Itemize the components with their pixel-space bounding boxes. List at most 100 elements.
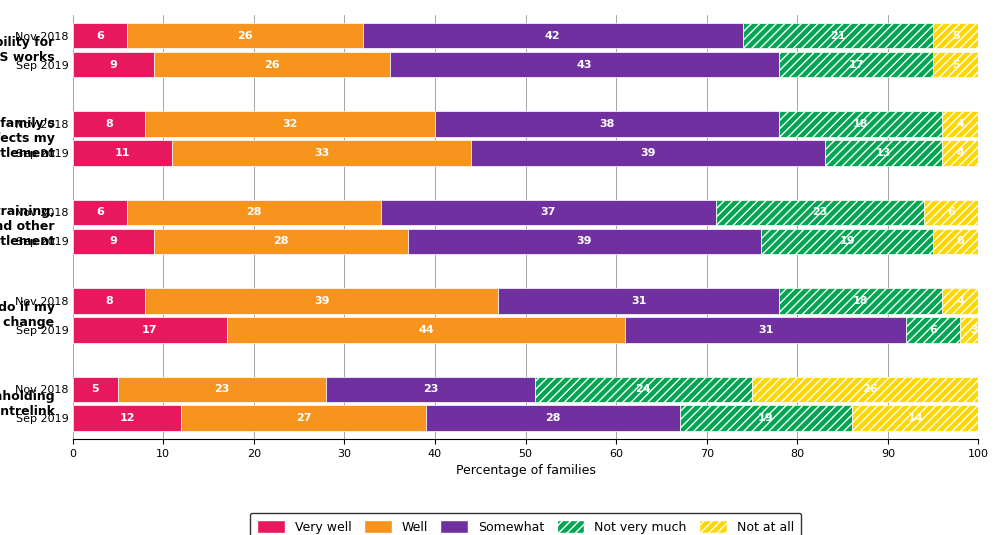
Bar	[127, 200, 380, 225]
Bar	[425, 406, 679, 431]
Bar	[778, 111, 942, 137]
Text: 39: 39	[314, 296, 329, 306]
Bar	[127, 22, 362, 49]
Text: 39: 39	[576, 236, 592, 247]
Text: 5: 5	[951, 30, 959, 41]
Text: 27: 27	[296, 414, 311, 423]
Text: 18: 18	[853, 296, 868, 306]
Text: 28: 28	[545, 414, 560, 423]
Bar	[960, 317, 987, 343]
Text: 6: 6	[956, 236, 963, 247]
Legend: Very well, Well, Somewhat, Not very much, Not at all: Very well, Well, Somewhat, Not very much…	[250, 513, 800, 535]
Text: 6: 6	[947, 208, 954, 218]
Text: 9: 9	[109, 236, 117, 247]
Bar	[72, 140, 173, 166]
Text: 3: 3	[969, 325, 977, 335]
Bar	[389, 52, 778, 78]
Bar	[715, 200, 923, 225]
Text: 23: 23	[811, 208, 826, 218]
Text: 26: 26	[237, 30, 253, 41]
Text: 4: 4	[956, 148, 963, 158]
Bar	[72, 406, 182, 431]
Bar	[932, 22, 978, 49]
Text: 31: 31	[631, 296, 646, 306]
Text: How eligibility for
CCS works: How eligibility for CCS works	[0, 36, 54, 64]
Text: How my family's
income affects my
CCS entitlement: How my family's income affects my CCS en…	[0, 117, 54, 160]
Bar	[72, 288, 145, 314]
Text: 5: 5	[91, 384, 99, 394]
Text: 5: 5	[951, 59, 959, 70]
Text: 8: 8	[105, 119, 112, 129]
Bar	[751, 377, 987, 402]
Text: 6: 6	[96, 208, 103, 218]
Bar	[154, 228, 407, 254]
Bar	[72, 228, 154, 254]
Text: 43: 43	[576, 59, 592, 70]
Text: 12: 12	[119, 414, 134, 423]
Bar	[145, 111, 434, 137]
Text: 6: 6	[929, 325, 936, 335]
Text: 11: 11	[114, 148, 130, 158]
Text: 28: 28	[246, 208, 262, 218]
Text: 26: 26	[264, 59, 280, 70]
Bar	[326, 377, 535, 402]
Bar	[742, 22, 932, 49]
Text: 23: 23	[215, 384, 230, 394]
Bar	[778, 52, 932, 78]
Text: 21: 21	[829, 30, 845, 41]
Bar	[942, 288, 978, 314]
Text: 38: 38	[599, 119, 614, 129]
Text: How hours of work, training,
study, volunteering and other
activities affect CCS: How hours of work, training, study, volu…	[0, 205, 54, 248]
Bar	[154, 52, 389, 78]
Text: 19: 19	[757, 414, 772, 423]
Text: 42: 42	[545, 30, 560, 41]
Bar	[905, 317, 960, 343]
Bar	[823, 140, 942, 166]
Bar	[625, 317, 905, 343]
Bar	[72, 111, 145, 137]
Text: 32: 32	[282, 119, 298, 129]
Bar	[679, 406, 851, 431]
Text: 19: 19	[839, 236, 855, 247]
Bar	[760, 228, 932, 254]
Text: 4: 4	[956, 296, 963, 306]
Text: What to do if my
circumstances change: What to do if my circumstances change	[0, 301, 54, 330]
Text: 4: 4	[956, 119, 963, 129]
Bar	[72, 200, 127, 225]
Bar	[942, 111, 978, 137]
X-axis label: Percentage of families: Percentage of families	[455, 464, 595, 477]
Bar	[407, 228, 760, 254]
Bar	[778, 288, 942, 314]
Bar	[932, 52, 978, 78]
Bar	[145, 288, 497, 314]
Text: 17: 17	[848, 59, 864, 70]
Text: 24: 24	[635, 384, 651, 394]
Bar	[434, 111, 778, 137]
Text: 28: 28	[273, 236, 289, 247]
Text: 31: 31	[757, 325, 772, 335]
Bar	[117, 377, 326, 402]
Bar	[362, 22, 742, 49]
Text: 8: 8	[105, 296, 112, 306]
Text: 9: 9	[109, 59, 117, 70]
Text: 13: 13	[875, 148, 891, 158]
Bar	[932, 228, 987, 254]
Bar	[380, 200, 715, 225]
Text: 26: 26	[862, 384, 877, 394]
Bar	[535, 377, 751, 402]
Bar	[173, 140, 470, 166]
Bar	[72, 52, 154, 78]
Text: 18: 18	[853, 119, 868, 129]
Bar	[497, 288, 778, 314]
Bar	[72, 317, 227, 343]
Text: 17: 17	[141, 325, 157, 335]
Bar	[470, 140, 823, 166]
Text: 33: 33	[314, 148, 329, 158]
Text: 14: 14	[907, 414, 922, 423]
Bar	[72, 22, 127, 49]
Bar	[923, 200, 978, 225]
Text: 37: 37	[540, 208, 556, 218]
Bar	[851, 406, 978, 431]
Text: The 5% withholding
of CCS by Centrelink: The 5% withholding of CCS by Centrelink	[0, 390, 54, 418]
Text: 39: 39	[640, 148, 655, 158]
